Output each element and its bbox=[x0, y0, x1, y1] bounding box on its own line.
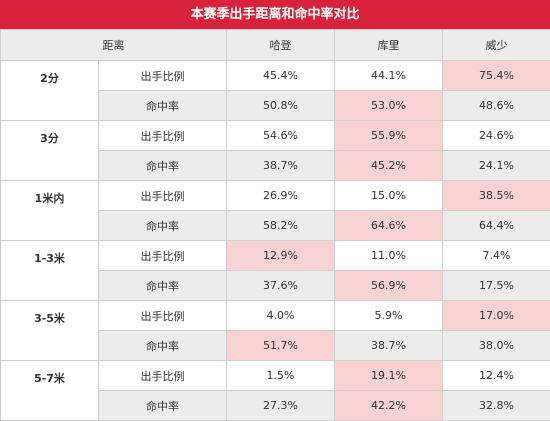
metric-label: 出手比例 bbox=[99, 241, 227, 271]
stat-cell: 38.7% bbox=[335, 331, 443, 361]
distance-group-label: 3分 bbox=[1, 121, 99, 181]
stat-cell: 54.6% bbox=[227, 121, 335, 151]
stat-cell: 19.1% bbox=[335, 361, 443, 391]
stat-cell: 15.0% bbox=[335, 181, 443, 211]
stat-cell: 27.3% bbox=[227, 391, 335, 421]
metric-label: 命中率 bbox=[99, 91, 227, 121]
stat-cell: 17.5% bbox=[443, 271, 550, 301]
distance-group-label: 3-5米 bbox=[1, 301, 99, 361]
distance-group-label: 5-7米 bbox=[1, 361, 99, 421]
stat-cell: 38.7% bbox=[227, 151, 335, 181]
metric-label: 命中率 bbox=[99, 331, 227, 361]
stat-cell: 38.5% bbox=[443, 181, 550, 211]
stat-cell: 4.0% bbox=[227, 301, 335, 331]
stat-cell: 32.8% bbox=[443, 391, 550, 421]
stat-cell: 48.6% bbox=[443, 91, 550, 121]
stat-cell: 12.4% bbox=[443, 361, 550, 391]
header-distance: 距离 bbox=[1, 30, 227, 61]
metric-label: 出手比例 bbox=[99, 61, 227, 91]
stat-cell: 75.4% bbox=[443, 61, 550, 91]
stat-cell: 50.8% bbox=[227, 91, 335, 121]
stat-cell: 38.0% bbox=[443, 331, 550, 361]
metric-label: 命中率 bbox=[99, 391, 227, 421]
distance-group-label: 1米内 bbox=[1, 181, 99, 241]
metric-label: 出手比例 bbox=[99, 301, 227, 331]
stat-cell: 55.9% bbox=[335, 121, 443, 151]
stat-cell: 44.1% bbox=[335, 61, 443, 91]
stat-cell: 56.9% bbox=[335, 271, 443, 301]
stat-cell: 11.0% bbox=[335, 241, 443, 271]
header-player-curry: 库里 bbox=[335, 30, 443, 61]
stat-cell: 64.4% bbox=[443, 211, 550, 241]
stat-cell: 64.6% bbox=[335, 211, 443, 241]
stat-cell: 51.7% bbox=[227, 331, 335, 361]
stat-cell: 7.4% bbox=[443, 241, 550, 271]
distance-group-label: 1-3米 bbox=[1, 241, 99, 301]
table-title: 本赛季出手距离和命中率对比 bbox=[0, 0, 550, 29]
metric-label: 出手比例 bbox=[99, 121, 227, 151]
stat-cell: 37.6% bbox=[227, 271, 335, 301]
stat-cell: 12.9% bbox=[227, 241, 335, 271]
metric-label: 出手比例 bbox=[99, 361, 227, 391]
stat-cell: 45.4% bbox=[227, 61, 335, 91]
stat-cell: 24.1% bbox=[443, 151, 550, 181]
stat-cell: 42.2% bbox=[335, 391, 443, 421]
distance-group-label: 2分 bbox=[1, 61, 99, 121]
metric-label: 命中率 bbox=[99, 151, 227, 181]
header-row: 距离 哈登 库里 威少 bbox=[1, 30, 550, 61]
stat-cell: 53.0% bbox=[335, 91, 443, 121]
metric-label: 命中率 bbox=[99, 271, 227, 301]
stat-cell: 1.5% bbox=[227, 361, 335, 391]
metric-label: 命中率 bbox=[99, 211, 227, 241]
stat-cell: 17.0% bbox=[443, 301, 550, 331]
stat-cell: 24.6% bbox=[443, 121, 550, 151]
stat-cell: 45.2% bbox=[335, 151, 443, 181]
stat-cell: 58.2% bbox=[227, 211, 335, 241]
stat-cell: 5.9% bbox=[335, 301, 443, 331]
header-player-westbrook: 威少 bbox=[443, 30, 550, 61]
stat-cell: 26.9% bbox=[227, 181, 335, 211]
header-player-harden: 哈登 bbox=[227, 30, 335, 61]
metric-label: 出手比例 bbox=[99, 181, 227, 211]
